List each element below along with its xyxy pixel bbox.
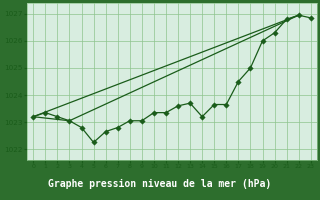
Text: Graphe pression niveau de la mer (hPa): Graphe pression niveau de la mer (hPa): [48, 179, 272, 189]
